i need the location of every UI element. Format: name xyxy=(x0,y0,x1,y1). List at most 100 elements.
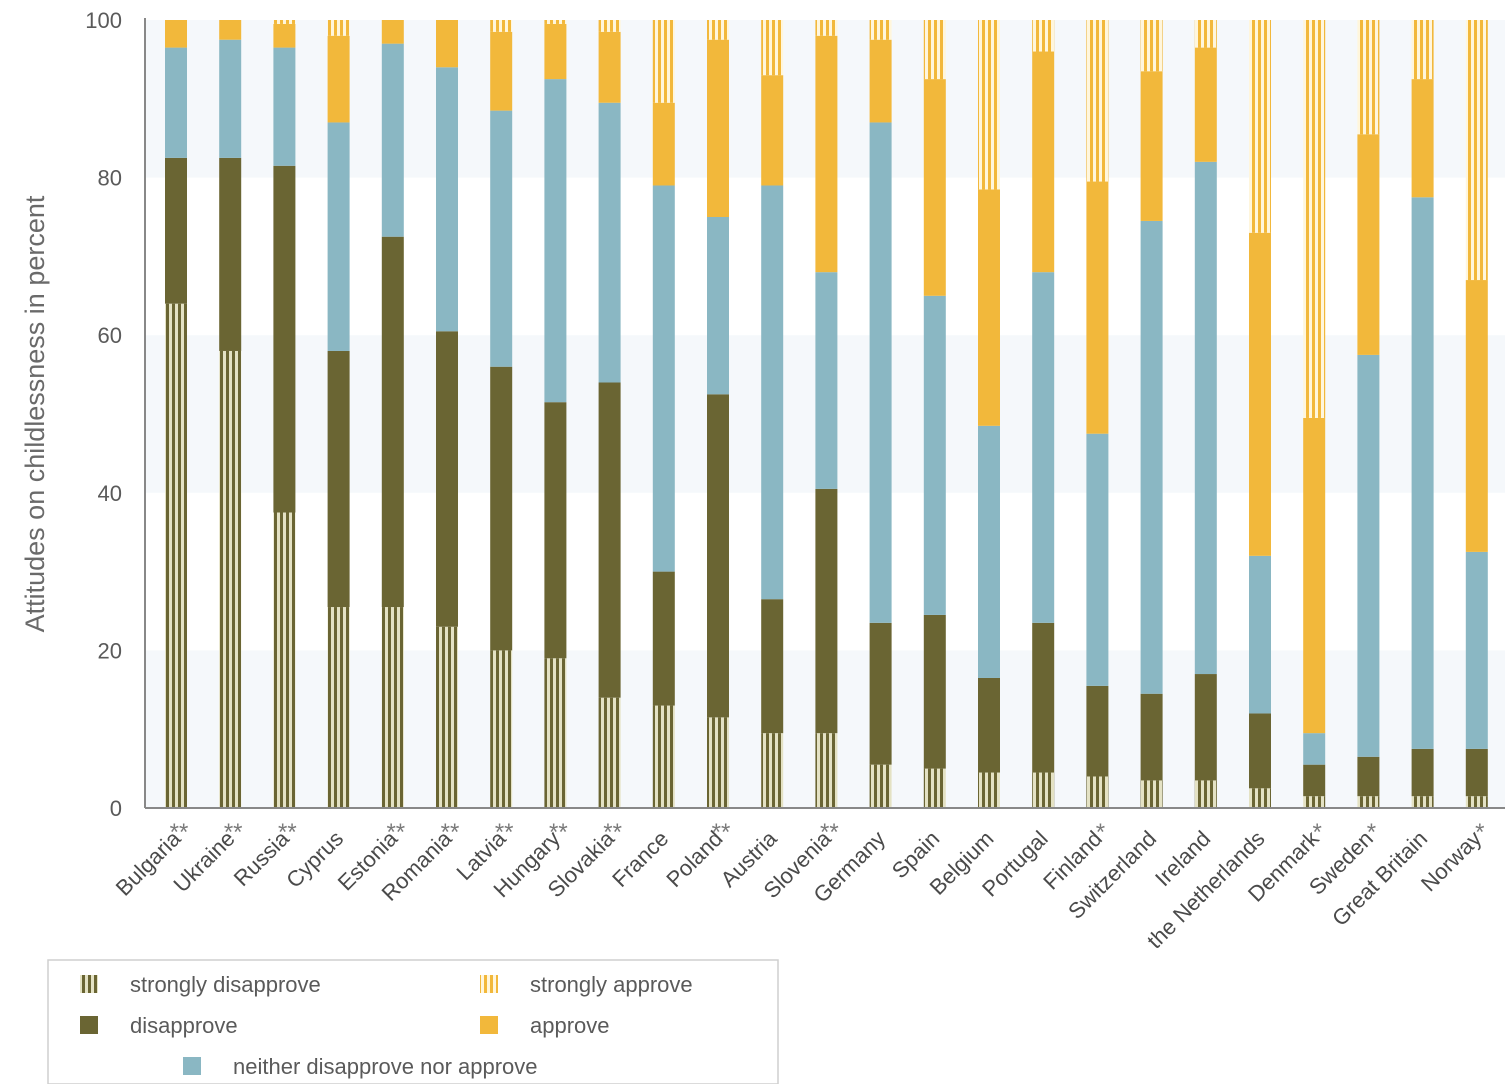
bar-cyprus-disapprove xyxy=(327,350,350,608)
bar-great-britain-neither-disapprove-nor-approve xyxy=(1411,197,1434,749)
significance-mark: * xyxy=(1367,819,1376,846)
bar-latvia-strongly-disapprove xyxy=(490,650,513,808)
bar-great-britain-strongly-disapprove xyxy=(1411,796,1434,808)
bar-france-neither-disapprove-nor-approve xyxy=(652,185,675,572)
bar-latvia-approve xyxy=(490,31,513,111)
bar-ireland-neither-disapprove-nor-approve xyxy=(1194,161,1217,675)
significance-mark: ** xyxy=(820,819,839,846)
bar-russia-strongly-approve xyxy=(273,20,296,24)
bar-poland-strongly-disapprove xyxy=(707,717,729,808)
bar-austria-strongly-approve xyxy=(761,20,784,76)
legend-label-strongly-approve: strongly approve xyxy=(530,972,693,997)
bar-russia-strongly-disapprove xyxy=(273,512,296,808)
bar-denmark-neither-disapprove-nor-approve xyxy=(1303,733,1326,765)
bar-hungary-strongly-approve xyxy=(544,20,567,24)
bar-slovenia-approve xyxy=(815,35,838,273)
bar-finland-approve xyxy=(1086,181,1109,434)
bar-belgium-disapprove xyxy=(978,677,1000,773)
significance-mark: ** xyxy=(549,819,568,846)
legend-swatch-strongly-approve xyxy=(480,975,498,993)
bar-germany-neither-disapprove-nor-approve xyxy=(869,122,892,623)
legend-label-strongly-disapprove: strongly disapprove xyxy=(130,972,321,997)
bar-slovenia-strongly-disapprove xyxy=(815,733,838,808)
bar-switzerland-disapprove xyxy=(1140,693,1163,781)
y-tick-label: 80 xyxy=(98,166,122,191)
bar-estonia-strongly-disapprove xyxy=(381,607,404,808)
bar-sweden-disapprove xyxy=(1357,756,1380,797)
bar-slovenia-neither-disapprove-nor-approve xyxy=(815,272,838,489)
axes xyxy=(144,18,1505,809)
significance-mark: * xyxy=(1313,819,1322,846)
significance-mark: ** xyxy=(603,819,622,846)
bar-ireland-strongly-approve xyxy=(1194,20,1217,48)
bar-germany-strongly-disapprove xyxy=(869,764,892,808)
bar-portugal-strongly-disapprove xyxy=(1032,772,1055,808)
bar-ireland-disapprove xyxy=(1194,674,1217,781)
bar-poland-neither-disapprove-nor-approve xyxy=(707,217,729,395)
bar-romania-approve xyxy=(436,20,458,68)
significance-mark: ** xyxy=(224,819,243,846)
bar-germany-disapprove xyxy=(869,622,892,765)
bar-romania-disapprove xyxy=(436,331,458,627)
bar-great-britain-disapprove xyxy=(1411,748,1434,797)
bar-austria-neither-disapprove-nor-approve xyxy=(761,185,784,600)
bar-sweden-approve xyxy=(1357,134,1380,355)
bars xyxy=(165,20,1488,808)
bar-norway-approve xyxy=(1465,280,1488,552)
bar-belgium-strongly-disapprove xyxy=(978,772,1000,808)
bar-ireland-approve xyxy=(1194,47,1217,162)
bar-switzerland-strongly-approve xyxy=(1140,20,1163,72)
bar-hungary-strongly-disapprove xyxy=(544,658,567,808)
bar-germany-approve xyxy=(869,39,892,123)
bar-slovakia-disapprove xyxy=(598,382,621,698)
legend-swatch-approve xyxy=(480,1016,498,1034)
bar-hungary-disapprove xyxy=(544,402,567,659)
bar-poland-approve xyxy=(707,39,729,218)
bar-spain-strongly-approve xyxy=(923,20,946,80)
bar-poland-disapprove xyxy=(707,394,729,718)
bar-austria-disapprove xyxy=(761,599,784,734)
y-tick-label: 0 xyxy=(110,796,122,821)
significance-mark: ** xyxy=(495,819,514,846)
bar-cyprus-strongly-disapprove xyxy=(327,607,350,808)
bar-slovenia-strongly-approve xyxy=(815,20,838,36)
bar-ukraine-neither-disapprove-nor-approve xyxy=(219,39,242,158)
bar-slovakia-approve xyxy=(598,31,621,103)
bar-bulgaria-strongly-disapprove xyxy=(165,303,187,808)
bar-switzerland-approve xyxy=(1140,71,1163,221)
significance-mark: ** xyxy=(386,819,405,846)
bar-portugal-approve xyxy=(1032,51,1055,273)
bar-poland-strongly-approve xyxy=(707,20,729,40)
bar-belgium-strongly-approve xyxy=(978,20,1000,190)
bar-great-britain-approve xyxy=(1411,79,1434,198)
bar-cyprus-approve xyxy=(327,35,350,123)
bar-norway-strongly-approve xyxy=(1465,20,1488,281)
bar-belgium-neither-disapprove-nor-approve xyxy=(978,425,1000,678)
bar-cyprus-strongly-approve xyxy=(327,20,350,36)
y-tick-labels: 0 20 40 60 80 100 xyxy=(85,8,122,821)
bar-spain-strongly-disapprove xyxy=(923,768,946,808)
x-tick-labels: BulgariaUkraineRussiaCyprusEstoniaRomani… xyxy=(111,825,1487,953)
bar-spain-neither-disapprove-nor-approve xyxy=(923,295,946,615)
legend-label-neither-disapprove-nor-approve: neither disapprove nor approve xyxy=(233,1054,538,1079)
bar-latvia-neither-disapprove-nor-approve xyxy=(490,110,513,367)
significance-mark: ** xyxy=(712,819,731,846)
bar-spain-approve xyxy=(923,79,946,296)
bar-france-strongly-disapprove xyxy=(652,705,675,808)
bar-spain-disapprove xyxy=(923,614,946,769)
significance-mark: * xyxy=(1096,819,1105,846)
bar-norway-disapprove xyxy=(1465,748,1488,797)
bar-finland-strongly-approve xyxy=(1086,20,1109,182)
bar-finland-disapprove xyxy=(1086,685,1109,777)
bar-denmark-approve xyxy=(1303,417,1326,734)
bar-the-netherlands-strongly-disapprove xyxy=(1249,788,1271,808)
y-tick-label: 60 xyxy=(98,323,122,348)
bar-switzerland-neither-disapprove-nor-approve xyxy=(1140,220,1163,694)
bar-slovakia-strongly-disapprove xyxy=(598,697,621,808)
bar-the-netherlands-neither-disapprove-nor-approve xyxy=(1249,555,1271,714)
bar-russia-neither-disapprove-nor-approve xyxy=(273,47,296,166)
bar-portugal-disapprove xyxy=(1032,622,1055,773)
bar-slovakia-neither-disapprove-nor-approve xyxy=(598,102,621,383)
legend-swatch-neither-disapprove-nor-approve xyxy=(183,1057,201,1075)
